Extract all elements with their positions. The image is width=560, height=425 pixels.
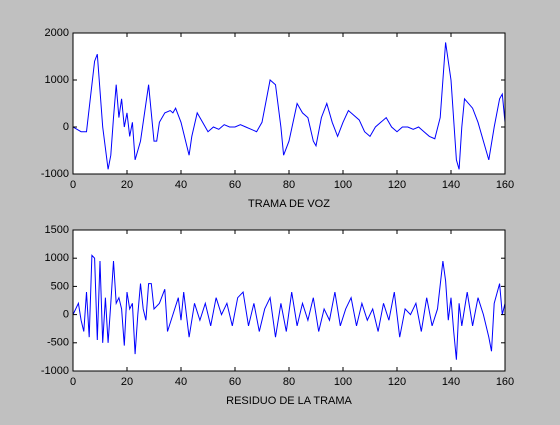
x-tick-label: 140 — [442, 179, 460, 191]
y-tick-label: 1000 — [45, 74, 69, 86]
x-tick-label: 160 — [496, 376, 514, 388]
y-tick-label: -500 — [47, 337, 69, 349]
y-tick-label: -1000 — [41, 168, 69, 180]
x-tick-label: 40 — [175, 179, 187, 191]
x-tick-label: 60 — [229, 179, 241, 191]
axes-background — [73, 230, 505, 371]
x-tick-label: 100 — [334, 376, 352, 388]
x-tick-label: 80 — [283, 179, 295, 191]
x-axis-label: RESIDUO DE LA TRAMA — [226, 395, 352, 407]
x-tick-label: 20 — [121, 179, 133, 191]
y-tick-label: 0 — [63, 309, 69, 321]
y-tick-label: 1000 — [45, 252, 69, 264]
signal-line — [72, 42, 506, 170]
y-tick-label: 2000 — [45, 27, 69, 39]
x-tick-label: 120 — [388, 179, 406, 191]
x-tick-label: 60 — [229, 376, 241, 388]
x-tick-label: 160 — [496, 179, 514, 191]
x-tick-label: 40 — [175, 376, 187, 388]
x-tick-label: 0 — [70, 376, 76, 388]
axes-background — [73, 33, 505, 174]
y-tick-label: 0 — [63, 121, 69, 133]
x-tick-label: 120 — [388, 376, 406, 388]
y-tick-label: 500 — [51, 280, 69, 292]
signal-line — [72, 254, 506, 360]
x-tick-label: 140 — [442, 376, 460, 388]
x-tick-label: 80 — [283, 376, 295, 388]
x-axis-label: TRAMA DE VOZ — [248, 198, 330, 210]
x-tick-label: 100 — [334, 179, 352, 191]
y-tick-label: -1000 — [41, 365, 69, 377]
y-tick-label: 1500 — [45, 224, 69, 236]
x-tick-label: 0 — [70, 179, 76, 191]
x-tick-label: 20 — [121, 376, 133, 388]
